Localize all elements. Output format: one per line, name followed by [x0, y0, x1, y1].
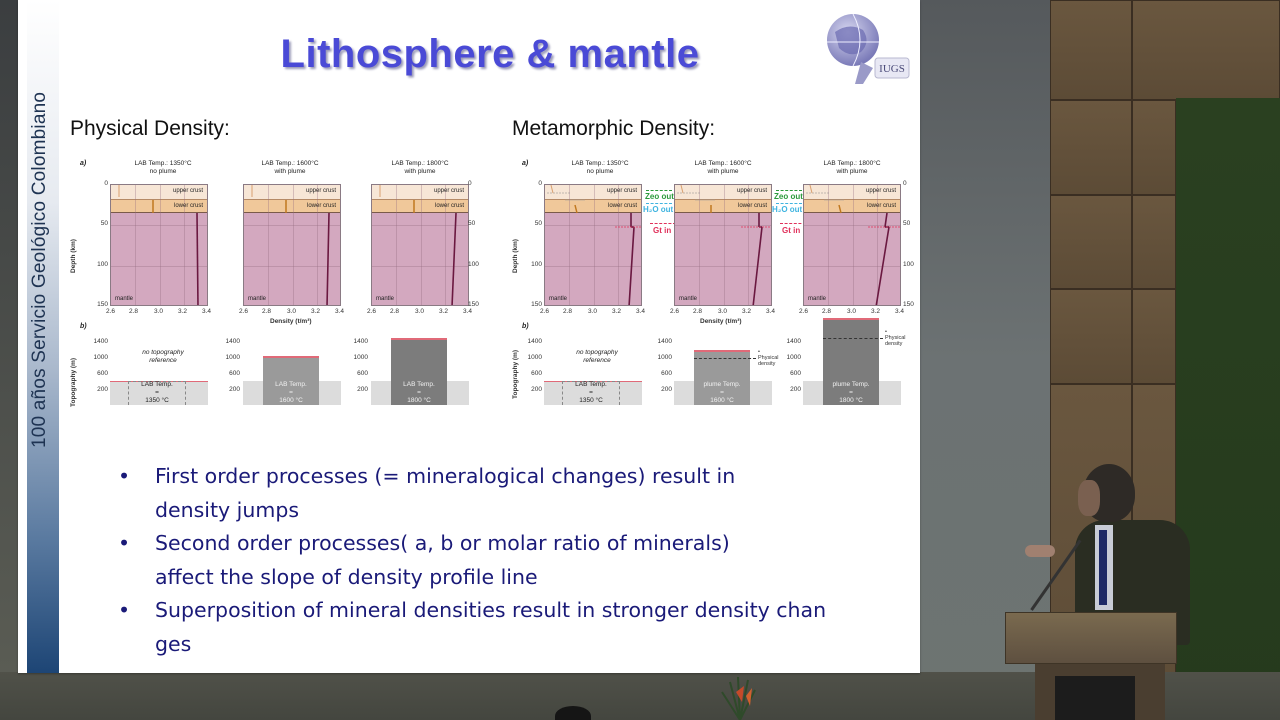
plot-title: LAB Temp.: 1600°C with plume: [694, 160, 752, 175]
metamorphic-plot-1350: upper crust lower crust mantle: [544, 184, 642, 306]
wood-panel: [1050, 195, 1132, 289]
density-axis-label: Density (t/m³): [700, 318, 742, 325]
panel-a-label: a): [80, 160, 87, 167]
gt-in-annotation: Gt in: [653, 226, 672, 235]
sidebar-band: [27, 0, 59, 673]
bullet-item: Superposition of mineral densities resul…: [118, 594, 898, 661]
speaker-hand-with-remote: [1025, 545, 1055, 557]
speaker-face: [1078, 480, 1100, 516]
speaker-tie: [1099, 530, 1107, 605]
wood-panel: [1132, 100, 1176, 195]
y-tick: 150: [97, 301, 108, 308]
density-profile-line: [547, 185, 641, 305]
wood-panel: [1050, 289, 1132, 384]
panel-b-label: b): [80, 323, 87, 330]
slide-title: Lithosphere & mantle: [280, 32, 700, 76]
plot-title: LAB Temp.: 1800°C with plume: [391, 160, 449, 175]
plot-title: LAB Temp.: 1800°C with plume: [823, 160, 881, 175]
panel-a-label: a): [522, 160, 529, 167]
topography-plot-1800: LAB Temp. = 1800 °C: [371, 335, 469, 405]
physical-density-heading: Physical Density:: [70, 117, 230, 140]
plot-title: LAB Temp.: 1350°C no plume: [134, 160, 192, 175]
plot-title: LAB Temp.: 1350°C no plume: [571, 160, 629, 175]
gt-in-annotation: Gt in: [782, 226, 801, 235]
depth-axis-label: Depth (km): [70, 239, 77, 273]
density-plot-1600: upper crust lower crust mantle: [243, 184, 341, 306]
iugs-globe-logo-icon: IUGS: [827, 13, 910, 84]
metamorphic-plot-1800: upper crust lower crust mantle: [803, 184, 901, 306]
svg-text:IUGS: IUGS: [879, 63, 905, 75]
topography-axis-label: Topography (m): [512, 350, 519, 399]
wood-panel: [1132, 195, 1176, 289]
panel-b-label: b): [522, 323, 529, 330]
topography-plot-1600: LAB Temp. = 1600 °C: [243, 335, 341, 405]
density-plot-1800: upper crust lower crust mantle: [371, 184, 469, 306]
zeo-out-annotation: Zeo out: [774, 192, 803, 201]
topography-plot-1350: no topography reference LAB Temp. = 1350 °C: [110, 335, 208, 405]
depth-axis-label: Depth (km): [512, 239, 519, 273]
metamorphic-topography-1350: no topography reference LAB Temp. = 1350 °C: [544, 335, 642, 405]
podium: [1005, 612, 1177, 720]
podium-top: [1005, 612, 1177, 664]
green-wall-panel: [1176, 98, 1280, 720]
bullet-list: First order processes (= mineralogical c…: [118, 460, 898, 661]
density-profile-line: [806, 185, 900, 305]
topography-axis-label: Topography (m): [70, 358, 77, 407]
podium-screen: [1055, 676, 1135, 720]
presentation-slide: 100 años Servicio Geológico Colombiano L…: [18, 0, 920, 673]
h2o-out-annotation: H₂O out: [772, 205, 803, 214]
density-axis-label: Density (t/m³): [270, 318, 312, 325]
metamorphic-density-figure: a) Depth (km) LAB Temp.: 1350°C no plume …: [512, 160, 914, 405]
wood-panel: [1132, 289, 1176, 384]
density-profile-line: [251, 185, 330, 305]
sidebar-text: 100 años Servicio Geológico Colombiano: [29, 91, 50, 448]
density-profile-line: [118, 185, 199, 305]
plot-title: LAB Temp.: 1600°C with plume: [261, 160, 319, 175]
density-plot-1350: upper crust lower crust mantle: [110, 184, 208, 306]
left-wall: [0, 0, 20, 720]
bullet-item: Second order processes( a, b or molar ra…: [118, 527, 898, 594]
y-tick: 50: [100, 220, 108, 227]
wood-panel: [1132, 0, 1280, 100]
bullet-item: First order processes (= mineralogical c…: [118, 460, 898, 527]
density-profile-line: [677, 185, 771, 305]
flower-arrangement: [721, 676, 756, 720]
metamorphic-density-heading: Metamorphic Density:: [512, 117, 716, 140]
metamorphic-topography-1800: plume Temp. = 1800 °C • Physical density: [803, 318, 905, 405]
wood-panel: [1050, 0, 1132, 100]
density-profile-line: [379, 185, 457, 305]
audience-member: [555, 706, 591, 720]
y-tick: 100: [97, 261, 108, 268]
h2o-out-annotation: H₂O out: [643, 205, 674, 214]
wood-panel: [1050, 100, 1132, 195]
metamorphic-topography-1600: plume Temp. = 1600 °C • Physical density: [674, 335, 778, 405]
metamorphic-plot-1600: upper crust lower crust mantle: [674, 184, 772, 306]
zeo-out-annotation: Zeo out: [645, 192, 674, 201]
y-tick: 0: [104, 180, 108, 187]
projection-screen-edge: [920, 0, 1052, 720]
physical-density-figure: a) Depth (km) LAB Temp.: 1350°C no plume …: [70, 160, 479, 407]
